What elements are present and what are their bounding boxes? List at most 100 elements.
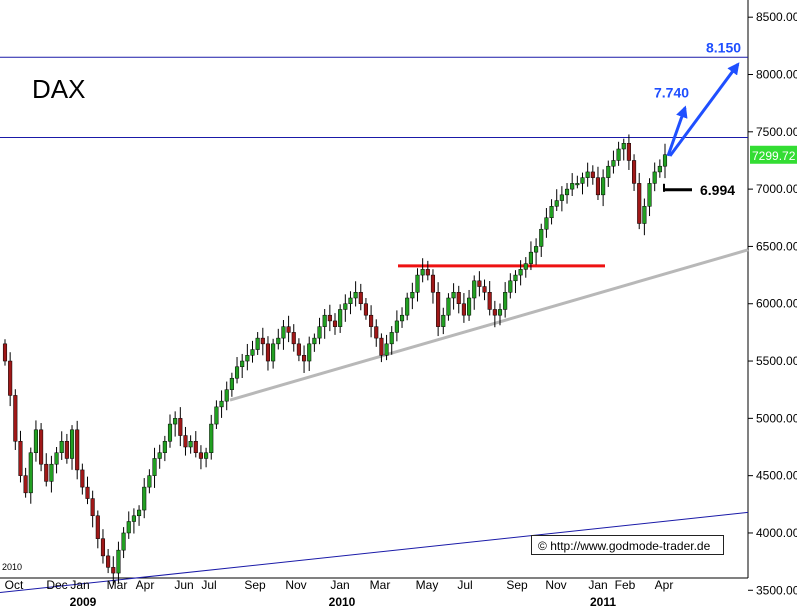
candle-body [647,183,652,207]
target-label-7740: 7.740 [654,84,689,100]
candle-body [111,567,116,574]
y-tick-label: 6500.00 [756,239,797,253]
target-arrow-7740 [666,105,688,157]
x-month-label: Mar [370,578,391,592]
candle-body [281,326,286,339]
candle-body [436,292,441,327]
candle-body [240,360,245,368]
candle-body [276,337,281,345]
x-month-label: Dec [46,578,67,592]
candle-body [662,154,668,167]
candle-body [430,274,436,293]
candle-body [523,263,528,270]
candle-body [255,337,260,350]
x-year-label: 2009 [70,595,97,609]
candle-body [131,515,136,522]
x-month-label: Jul [457,578,472,592]
x-year-label: 2011 [590,595,616,609]
axis-labels-layer: 3500.00 4000.00 4500.00 5000.00 5500.00 6000.… [2,10,797,609]
candle-body [116,549,121,574]
candle-body [312,337,317,345]
candle-body [410,292,415,299]
x-month-label: Jan [588,578,607,592]
candle-body [260,337,265,345]
candle-body [296,343,301,356]
support-trendline [229,248,749,402]
x-month-label: Nov [285,578,306,592]
candle-body [219,400,224,408]
annotations-layer: 6.994 7.740 8.150 DAX 7299.72 [32,40,797,198]
candle-body [121,532,126,551]
candle-body [446,297,451,316]
x-month-label: Jul [201,578,216,592]
candle-body [611,160,616,167]
candle-body [64,441,69,459]
y-tick-label: 5500.00 [756,354,797,368]
candle-body [198,452,203,459]
candle-body [54,452,59,465]
candle-body [606,165,611,178]
candle-body [245,355,250,362]
candle-body [85,486,90,499]
candle-body [420,269,425,276]
support-level-label: 6.994 [700,182,735,198]
candle-body [389,332,394,345]
candle-body [44,463,49,482]
candle-body [167,423,173,442]
candle-body [590,171,595,178]
candle-body [307,343,312,362]
target-arrow-8150 [668,62,740,157]
candle-body [585,171,590,178]
x-month-label: May [416,578,439,592]
candle-body [503,292,508,310]
candle-body [570,183,575,190]
candle-body [539,228,544,247]
axes-layer [0,0,749,579]
x-month-label: Mar [107,578,128,592]
candle-body [178,418,183,436]
candle-body [374,326,379,339]
candle-body [33,429,38,453]
candle-body [637,183,642,224]
candle-body [234,366,240,379]
candle-body [327,314,332,322]
candle-body [106,555,111,568]
y-tick-label: 8000.00 [756,68,797,82]
candle-body [291,332,296,345]
candle-body [322,314,327,327]
candle-body [343,303,348,310]
candle-body [415,274,420,293]
copyright-badge: © http://www.godmode-trader.de [531,535,724,555]
candle-body [13,395,18,442]
candle-body [528,251,533,264]
y-tick-label: 6000.00 [756,297,797,311]
candle-body [595,177,601,196]
trendlines-layer [0,56,749,594]
candle-body [564,188,570,196]
x-month-label: Oct [5,578,24,592]
candle-body [621,143,626,150]
y-tick-label: 8500.00 [756,10,797,24]
candle-body [23,475,28,494]
candle-body [317,326,322,339]
candle-body [451,292,456,299]
price-tag-bg [750,145,797,164]
x-month-label: Feb [615,578,636,592]
candle-body [616,148,621,161]
candle-body [601,177,606,196]
candle-body [137,509,142,517]
channel-trendline [0,511,749,594]
x-month-label: Sep [506,578,528,592]
y-tick-label: 5000.00 [756,411,797,425]
x-month-label: Apr [136,578,155,592]
candle-body [142,486,147,511]
candle-body [441,314,446,327]
candle-body [399,314,405,322]
candle-body [39,429,44,465]
candle-body [214,406,219,425]
corner-year-label: 2010 [2,562,22,572]
candle-body [147,475,152,488]
candle-body [467,297,472,316]
